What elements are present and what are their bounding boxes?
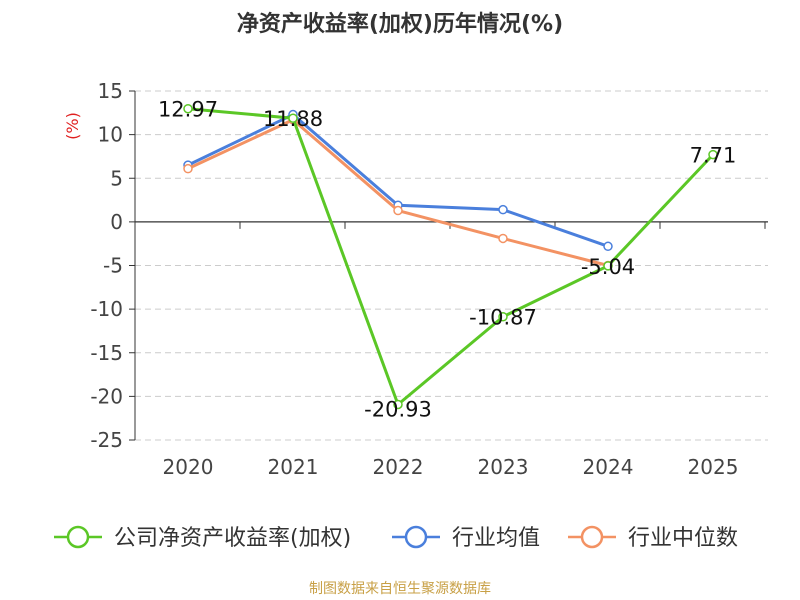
y-tick-label: -20 <box>90 384 123 408</box>
y-tick-label: 15 <box>98 79 123 103</box>
source-note: 制图数据来自恒生聚源数据库 <box>309 581 491 597</box>
data-point <box>393 399 403 410</box>
legend-marker <box>580 525 604 549</box>
data-point <box>708 149 718 160</box>
data-label: -20.93 <box>364 397 432 421</box>
x-tick-label: 2023 <box>478 455 529 479</box>
legend-marker <box>66 525 90 549</box>
x-tick-label: 2024 <box>583 455 634 479</box>
y-tick-label: -25 <box>90 428 123 452</box>
legend-marker <box>404 525 428 549</box>
x-tick-label: 2022 <box>373 455 424 479</box>
x-tick-label: 2020 <box>163 455 214 479</box>
data-point <box>393 205 403 216</box>
data-point <box>603 241 613 252</box>
data-point <box>498 311 508 322</box>
series-lines <box>183 103 718 410</box>
data-label: -5.04 <box>581 255 635 279</box>
legend-label: 行业均值 <box>452 526 540 551</box>
x-tick-label: 2025 <box>688 455 739 479</box>
series-line <box>187 118 609 267</box>
legend-label: 公司净资产收益率(加权) <box>114 526 351 551</box>
data-label: 7.71 <box>690 144 737 168</box>
axes: 15 10 5 0 -5 -10 -15 -20 -25 2020 2021 2022 2023 2024… <box>63 79 768 479</box>
x-tick-label: 2021 <box>268 455 319 479</box>
y-tick-label: -15 <box>90 341 123 365</box>
data-point <box>498 233 508 244</box>
data-label: 11.88 <box>263 107 323 131</box>
data-point <box>183 163 193 174</box>
y-tick-label: 0 <box>110 210 123 234</box>
data-label: 12.97 <box>158 98 218 122</box>
grid-lines <box>135 90 768 441</box>
data-point <box>498 204 508 215</box>
data-point <box>288 113 298 123</box>
legend: 公司净资产收益率(加权) 行业均值 行业中位数 <box>54 525 738 551</box>
data-labels: 12.97 11.88 -20.93 -10.87 -5.04 7.71 <box>158 98 736 422</box>
y-tick-label: -10 <box>90 297 123 321</box>
y-tick-label: -5 <box>103 254 123 278</box>
data-point <box>603 261 613 271</box>
chart-title: 净资产收益率(加权)历年情况(%) <box>236 12 564 37</box>
y-tick-label: 5 <box>110 166 123 190</box>
series-line <box>187 107 715 406</box>
legend-label: 行业中位数 <box>628 526 738 551</box>
y-tick-label: 10 <box>98 123 123 147</box>
data-label: -10.87 <box>469 306 537 330</box>
y-axis-label: (%) <box>63 112 82 140</box>
data-point <box>183 103 193 114</box>
